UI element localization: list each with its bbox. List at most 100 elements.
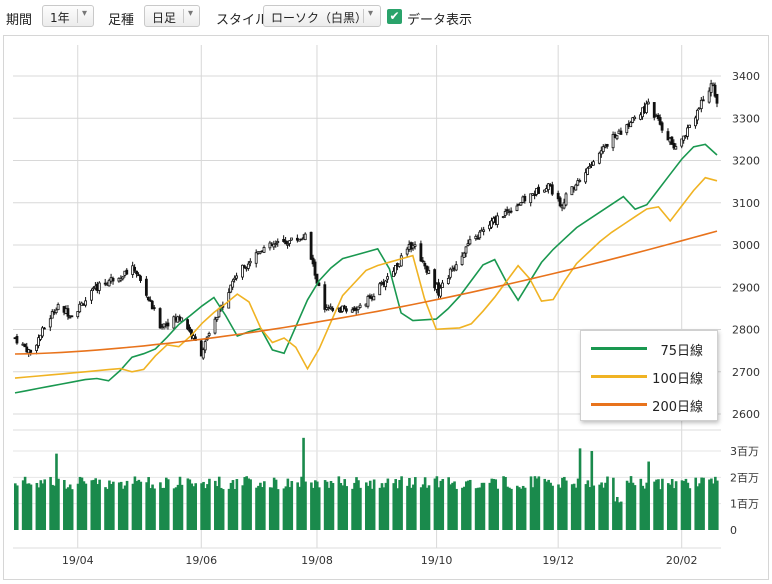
chart-frame	[3, 35, 769, 580]
volume-bar	[327, 487, 331, 530]
y-tick-label: 2700	[732, 366, 760, 379]
volume-bar	[549, 482, 552, 530]
volume-bar	[466, 480, 470, 530]
volume-bar	[584, 484, 588, 530]
candle	[570, 186, 574, 196]
volume-bar	[123, 485, 127, 530]
candle	[466, 243, 470, 246]
y-tick-label: 3300	[732, 112, 760, 125]
volume-bar	[192, 486, 196, 530]
candle	[386, 276, 389, 280]
candle	[48, 318, 52, 328]
volume-bar	[400, 476, 403, 530]
candle	[694, 117, 697, 127]
volume-bar	[421, 484, 425, 530]
period-select[interactable]: 1年 ▾	[42, 5, 94, 27]
candle	[586, 167, 589, 175]
volume-bar	[345, 486, 348, 530]
volume-bar	[437, 487, 441, 530]
candle	[243, 265, 246, 268]
volume-bar	[137, 479, 141, 530]
volume-bar	[529, 476, 533, 530]
volume-bar	[565, 480, 568, 530]
ma-line	[14, 176, 718, 379]
volume-bar	[80, 477, 84, 530]
volume-bar	[570, 484, 574, 530]
volume-bar	[708, 479, 711, 530]
volume-bar	[655, 479, 658, 530]
candle	[378, 283, 382, 296]
volume-bar	[394, 479, 398, 530]
candle	[713, 84, 717, 97]
volume-bar	[43, 479, 47, 530]
candle	[97, 282, 101, 291]
legend-label: 200日線	[652, 400, 703, 415]
candle	[707, 90, 711, 103]
volume-bar	[586, 480, 590, 530]
volume-bar	[23, 476, 27, 530]
volume-bar	[614, 501, 617, 530]
volume-bar	[482, 482, 486, 530]
interval-select[interactable]: 日足 ▾	[144, 5, 200, 27]
volume-bar	[272, 477, 276, 530]
candle	[323, 284, 327, 310]
candle	[629, 122, 633, 128]
candle	[148, 299, 152, 302]
volume-bar	[600, 482, 603, 530]
volume-bar	[35, 482, 39, 530]
ma-line	[14, 143, 718, 394]
volume-bar	[435, 476, 439, 530]
candle	[695, 109, 699, 121]
candle	[682, 135, 686, 141]
volume-bar	[274, 479, 278, 530]
volume-bar	[331, 482, 335, 530]
legend-item-ma75: 75日線	[591, 338, 711, 359]
style-select[interactable]: ローソク（白黒） ▾	[263, 5, 381, 27]
candle	[137, 274, 140, 277]
x-tick-label: 19/12	[542, 554, 574, 567]
volume-bar	[215, 486, 219, 530]
candle	[133, 266, 137, 271]
volume-bar	[180, 484, 184, 530]
volume-bar	[641, 485, 645, 530]
volume-bar	[419, 487, 423, 530]
volume-bar	[523, 487, 527, 530]
volume-bar	[365, 482, 368, 530]
volume-bar	[66, 487, 70, 530]
volume-bar	[286, 478, 290, 530]
volume-bar	[441, 479, 445, 530]
data-display-checkbox[interactable]: ✔	[387, 9, 402, 24]
volume-bar	[131, 483, 135, 530]
candle	[213, 318, 217, 334]
volume-bar	[476, 487, 480, 530]
volume-bar	[233, 488, 237, 530]
period-value: 1年	[50, 11, 70, 25]
volume-bar	[302, 437, 305, 530]
volume-bar	[55, 453, 58, 530]
volume-bar	[682, 481, 686, 530]
volume-bar	[290, 481, 294, 530]
volume-bar	[557, 484, 560, 530]
candle	[309, 231, 313, 260]
candle	[41, 327, 44, 337]
candle	[601, 146, 605, 152]
candle	[709, 83, 713, 93]
volume-bar	[27, 483, 31, 530]
candle	[550, 184, 554, 195]
candle	[111, 277, 115, 282]
volume-bar	[94, 478, 97, 530]
y-tick-label: 2800	[732, 324, 760, 337]
candle	[166, 322, 170, 327]
candle	[92, 287, 95, 290]
candle	[537, 186, 540, 194]
data-display-label[interactable]: データ表示	[407, 13, 473, 28]
interval-label: 足種	[108, 13, 135, 28]
volume-bar	[202, 481, 205, 530]
candle	[254, 252, 258, 264]
volume-bar	[423, 477, 427, 530]
volume-bar	[559, 487, 562, 530]
candle	[460, 255, 464, 265]
volume-bar	[206, 484, 209, 530]
volume-bar	[631, 482, 635, 530]
